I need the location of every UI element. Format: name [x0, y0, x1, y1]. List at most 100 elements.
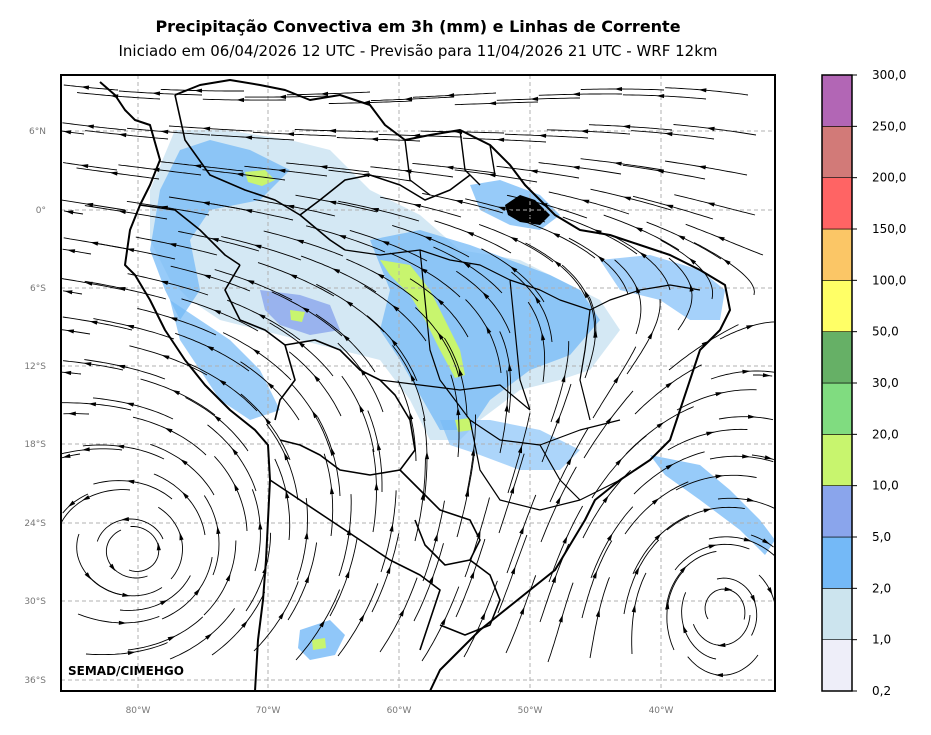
border-peru-ecuador [139, 204, 241, 266]
streamline [61, 199, 126, 211]
streamline-arrow-icon [679, 565, 687, 573]
streamline-arrow-icon [206, 345, 215, 352]
streamline-arrow-icon [246, 280, 255, 285]
streamline-arrow-icon [65, 210, 74, 215]
streamline [105, 529, 148, 579]
streamline-arrow-icon [510, 266, 518, 273]
streamline-arrow-icon [572, 92, 580, 97]
streamline [170, 265, 251, 292]
streamline-arrow-icon [504, 403, 509, 412]
streamline-arrow-icon [748, 414, 756, 419]
brazil-state-borders [344, 249, 701, 511]
streamline-arrow-icon [665, 381, 673, 389]
streamline-arrow-icon [213, 309, 222, 315]
streamline [465, 414, 477, 498]
streamline-arrow-icon [529, 169, 538, 174]
streamline-arrow-icon [312, 410, 318, 419]
streamline [708, 536, 775, 556]
streamline-arrow-icon [623, 196, 632, 201]
streamline-arrow-icon [342, 334, 350, 342]
streamline-arrow-icon [345, 300, 354, 307]
streamline [665, 87, 749, 96]
streamline-arrow-icon [117, 364, 126, 369]
streamline-arrow-icon [109, 171, 118, 176]
streamline-arrow-icon [446, 93, 455, 98]
streamline-arrow-icon [708, 544, 717, 549]
colorbar-segment [821, 331, 853, 384]
streamline [538, 162, 622, 175]
rain-cell-marajo [505, 195, 550, 225]
streamline [392, 345, 426, 422]
map-frame [60, 74, 776, 692]
streamline [540, 466, 577, 543]
streamline-arrow-icon [509, 485, 515, 494]
streamline [506, 194, 588, 219]
colorbar-tick-label: 5,0 [872, 530, 891, 544]
streamline [625, 406, 694, 455]
streamline-arrow-icon [66, 329, 75, 334]
streamline [211, 591, 266, 656]
streamline-arrow-icon [81, 447, 90, 452]
streamline [346, 258, 419, 302]
streamline-arrow-icon [404, 96, 413, 102]
streamline-arrow-icon [715, 673, 723, 678]
streamline-arrow-icon [328, 200, 337, 205]
streamline [614, 259, 642, 335]
streamline-arrow-icon [67, 249, 76, 254]
streamline-arrow-icon [381, 240, 390, 246]
border-peru-brazil [224, 264, 296, 421]
streamline [666, 506, 745, 531]
colorbar-tick-labels: 0,2 1,0 2,0 5,0 10,0 20,0 30,0 50,0 100,0 150,0 20… [852, 68, 906, 698]
streamline [77, 92, 161, 100]
streamline [455, 538, 486, 618]
streamline [631, 130, 715, 140]
streamline-arrow-icon [161, 355, 170, 360]
border-guianas [404, 129, 496, 196]
streamline [153, 473, 206, 536]
streamline [63, 162, 118, 171]
streamline-arrow-icon [639, 251, 647, 259]
colorbar-segment [821, 536, 853, 589]
colorbar-segment [821, 280, 853, 332]
streamline-arrow-icon [651, 498, 660, 505]
colorbar-segment [821, 434, 853, 486]
streamline-arrow-icon [88, 402, 97, 407]
streamline [719, 321, 775, 340]
streamline-arrow-icon [517, 445, 522, 454]
streamline [499, 331, 512, 414]
streamline-arrow-icon [555, 496, 561, 505]
lat-label: 18°S [24, 440, 46, 450]
streamline [315, 313, 376, 373]
streamline-arrow-icon [338, 235, 347, 240]
streamline [716, 577, 758, 636]
streamline [328, 100, 413, 104]
streamline [504, 133, 589, 139]
streamline-arrow-icon [328, 128, 337, 133]
streamline-arrow-icon [466, 231, 475, 237]
lat-label: 36°S [24, 676, 46, 686]
streamline-arrow-icon [597, 255, 605, 263]
streamline-arrow-icon [534, 295, 541, 304]
streamline-arrow-icon [593, 329, 598, 338]
streamline-arrow-icon [370, 208, 379, 213]
streamline-arrow-icon [278, 94, 286, 99]
streamline [463, 580, 498, 658]
streamline-arrow-icon [634, 566, 640, 575]
streamline-arrow-icon [127, 651, 136, 656]
streamline [389, 252, 461, 298]
streamline [62, 360, 124, 371]
streamline-arrow-icon [469, 570, 475, 579]
latitude-labels: 6°N 0° 6°S 12°S 18°S 24°S 30°S 36°S [24, 127, 46, 686]
streamline-arrow-icon [304, 531, 309, 540]
streamline-arrow-icon [304, 575, 310, 584]
streamline [481, 248, 545, 303]
streamline [692, 614, 751, 646]
streamline [210, 134, 295, 141]
streamline-arrow-icon [706, 202, 715, 207]
streamline [750, 534, 774, 548]
streamline-arrow-icon [742, 454, 750, 459]
streamline-arrow-icon [656, 94, 665, 99]
streamline [676, 389, 757, 411]
colorbar-segment [821, 74, 853, 127]
